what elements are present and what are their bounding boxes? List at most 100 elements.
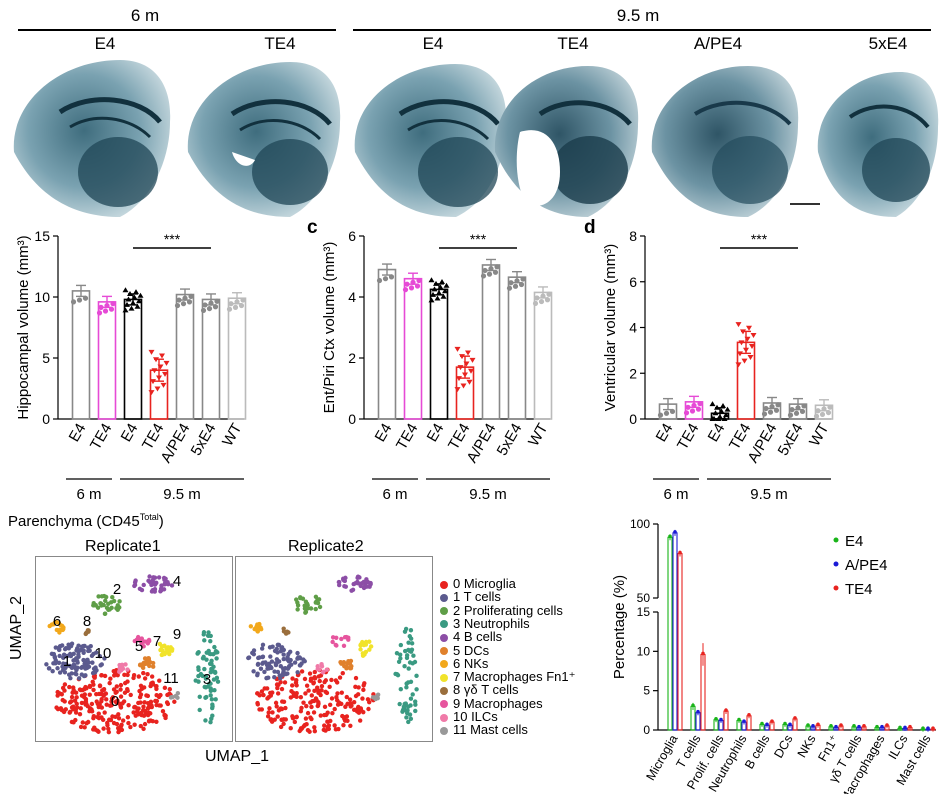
umap-point [106, 601, 111, 607]
umap-point [301, 700, 306, 705]
cluster-number: 2 [113, 581, 121, 598]
umap-point [157, 703, 162, 708]
umap-point [125, 667, 130, 672]
data-point [460, 383, 467, 389]
data-point [737, 351, 743, 357]
umap-point [283, 705, 288, 711]
legend-swatch [833, 585, 839, 591]
data-point [459, 354, 465, 360]
umap-point [116, 712, 121, 717]
umap-point [312, 688, 317, 694]
umap-point [406, 666, 411, 671]
data-point [439, 279, 445, 285]
umap-point [403, 701, 408, 706]
data-point [150, 379, 156, 385]
umap-point [213, 697, 218, 702]
data-point [131, 294, 138, 300]
data-point [76, 297, 83, 303]
umap-point [365, 697, 371, 702]
umap-point [146, 704, 151, 710]
umap-point [72, 698, 78, 703]
data-point [773, 407, 780, 413]
umap-point [91, 715, 96, 721]
umap-point [74, 705, 80, 710]
umap-point [257, 707, 262, 712]
cluster-number: 8 [83, 613, 91, 630]
cluster-number: 4 [173, 573, 181, 590]
umap-point [111, 720, 117, 726]
umap-point [336, 700, 342, 705]
umap-point [122, 690, 128, 695]
umap-point [295, 650, 300, 656]
data-point [176, 297, 182, 303]
legend-swatch [440, 686, 448, 695]
legend-swatch [440, 633, 448, 642]
data-point [683, 410, 690, 416]
umap-point [261, 692, 266, 698]
category-label: E4 [118, 421, 142, 445]
category-label: 5xE4 [494, 421, 526, 459]
data-point [482, 267, 488, 274]
data-point [709, 401, 716, 407]
umap-point [246, 655, 252, 660]
legend-label: 8 γδ T cells [453, 682, 519, 698]
data-point [775, 402, 781, 408]
umap-point [330, 710, 335, 716]
umap-point [298, 595, 303, 600]
legend-label: 2 Proliferating cells [453, 602, 563, 618]
data-point [186, 299, 193, 305]
umap-point [67, 710, 72, 715]
umap-point [71, 687, 76, 693]
umap-point [203, 674, 209, 679]
umap-point [330, 635, 336, 640]
umap-point [361, 687, 366, 693]
umap-point [322, 723, 327, 728]
umap-point [152, 582, 158, 587]
umap-point [118, 694, 124, 699]
umap-point [208, 693, 213, 698]
umap-point [328, 718, 333, 724]
umap-point [310, 699, 315, 704]
umap-point [204, 657, 209, 662]
age-label-6m: 6 m [76, 486, 101, 500]
umap-point [126, 702, 131, 708]
data-point [238, 302, 245, 309]
umap-point [138, 683, 144, 688]
umap-point [295, 670, 300, 675]
data-point [124, 301, 130, 307]
data-point [763, 405, 769, 412]
umap-point [366, 584, 371, 589]
umap-point [71, 707, 76, 712]
umap-point [101, 726, 106, 731]
umap-legend-item: 3 Neutrophils [440, 616, 530, 631]
data-point [799, 408, 806, 415]
umap-point [251, 669, 256, 674]
umap-point [58, 706, 64, 711]
umap-point [358, 647, 363, 652]
umap-point [402, 629, 408, 634]
umap-point [257, 693, 262, 698]
umap-point [107, 703, 113, 708]
y-tick-label: 0 [629, 411, 637, 427]
umap-point [404, 681, 409, 686]
data-point [108, 306, 115, 312]
umap-point [109, 605, 114, 611]
data-point [102, 308, 109, 314]
legend-swatch [440, 607, 448, 616]
data-point [819, 411, 826, 418]
umap-point [258, 626, 264, 632]
umap-point [165, 645, 171, 650]
data-point [443, 282, 450, 288]
umap-frame [35, 556, 233, 742]
umap-point [214, 656, 219, 661]
data-point [741, 358, 748, 364]
umap-point [269, 665, 274, 671]
age-label-6m: 6 m [382, 486, 407, 500]
umap-point [138, 723, 143, 729]
umap-point [275, 714, 280, 719]
data-point [456, 376, 462, 382]
umap-point [406, 719, 411, 725]
umap-point [312, 675, 317, 681]
umap-point [196, 679, 201, 684]
umap-point [138, 692, 144, 697]
